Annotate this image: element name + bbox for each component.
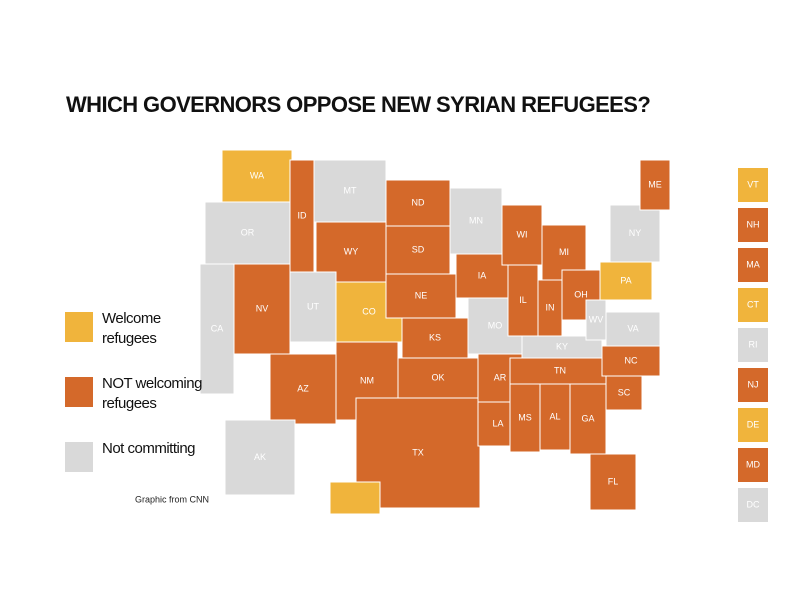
state-label: AR xyxy=(494,372,507,382)
legend-label: Not committing xyxy=(102,440,195,457)
legend-label: NOT welcoming xyxy=(102,375,202,392)
state-label: OK xyxy=(431,372,444,382)
state-label: TX xyxy=(412,447,424,457)
state-label: AL xyxy=(549,411,560,421)
state xyxy=(224,419,296,496)
legend-swatch xyxy=(65,377,93,407)
side-state-box xyxy=(738,288,768,322)
legend-swatch xyxy=(65,442,93,472)
state-label: IL xyxy=(519,295,527,305)
state-label: MI xyxy=(559,247,569,257)
side-state-box xyxy=(738,208,768,242)
side-state-box xyxy=(738,408,768,442)
state-label: IA xyxy=(478,270,487,280)
side-state-label: CT xyxy=(747,299,759,309)
credit: Graphic from CNN xyxy=(135,494,209,504)
state-label: NC xyxy=(625,355,638,365)
state-label: KS xyxy=(429,332,441,342)
state xyxy=(199,263,235,395)
side-state-label: MA xyxy=(746,259,760,269)
state xyxy=(609,204,661,263)
state-label: GA xyxy=(581,413,594,423)
state-label: KY xyxy=(556,341,568,351)
side-state-box xyxy=(738,488,768,522)
state xyxy=(233,263,291,355)
state xyxy=(509,383,541,453)
state-label: UT xyxy=(307,301,319,311)
state xyxy=(385,179,451,227)
side-state-box xyxy=(738,248,768,282)
side-state-box xyxy=(738,448,768,482)
legend-label: refugees xyxy=(102,330,156,347)
state xyxy=(289,271,337,343)
state-label: ND xyxy=(412,197,425,207)
state-label: AK xyxy=(254,452,266,462)
state xyxy=(385,273,457,319)
side-state-box xyxy=(738,328,768,362)
state-label: LA xyxy=(492,418,503,428)
state-label: FL xyxy=(608,476,619,486)
state xyxy=(601,345,661,377)
state-label: NM xyxy=(360,375,374,385)
state xyxy=(397,357,479,399)
state-label: MN xyxy=(469,215,483,225)
state-label: WA xyxy=(250,170,264,180)
state-label: NV xyxy=(256,303,269,313)
state-label: AZ xyxy=(297,383,309,393)
state xyxy=(269,353,337,425)
state-label: IN xyxy=(546,302,555,312)
state-label: NE xyxy=(415,290,428,300)
state xyxy=(221,149,293,203)
side-state-label: NH xyxy=(747,219,760,229)
state xyxy=(589,453,637,511)
side-state-label: DE xyxy=(747,419,760,429)
state-label: NY xyxy=(629,228,642,238)
state-label: MO xyxy=(488,320,503,330)
state-label: WY xyxy=(344,246,359,256)
state xyxy=(569,383,607,455)
state-label: ME xyxy=(648,179,662,189)
state xyxy=(313,159,387,223)
title: WHICH GOVERNORS OPPOSE NEW SYRIAN REFUGE… xyxy=(66,92,650,117)
state xyxy=(639,159,671,211)
state-label: WV xyxy=(589,314,604,324)
state-label: MS xyxy=(518,412,532,422)
state-label: PA xyxy=(620,275,631,285)
side-state-label: DC xyxy=(747,499,760,509)
side-state-label: NJ xyxy=(748,379,759,389)
state-label: CA xyxy=(211,323,224,333)
state xyxy=(455,253,509,299)
state-label: MT xyxy=(344,185,357,195)
state xyxy=(605,311,661,347)
state-label: OH xyxy=(574,289,588,299)
state-label: TN xyxy=(554,365,566,375)
side-state-label: RI xyxy=(749,339,758,349)
state-label: SD xyxy=(412,244,425,254)
state-label: VA xyxy=(627,323,638,333)
state-label: ID xyxy=(298,210,308,220)
state xyxy=(605,375,643,411)
side-state-box xyxy=(738,368,768,402)
side-state-label: VT xyxy=(747,179,759,189)
side-state-label: MD xyxy=(746,459,760,469)
legend-swatch xyxy=(65,312,93,342)
state xyxy=(329,481,381,515)
state-label: SC xyxy=(618,387,631,397)
state xyxy=(204,201,291,265)
legend-label: refugees xyxy=(102,395,156,412)
state-label: WI xyxy=(517,229,528,239)
state-label: CO xyxy=(362,306,376,316)
legend-label: Welcome xyxy=(102,310,161,327)
state xyxy=(539,383,571,451)
side-state-box xyxy=(738,168,768,202)
state xyxy=(501,204,543,266)
state-label: OR xyxy=(241,227,255,237)
state xyxy=(449,187,503,255)
state xyxy=(585,299,607,341)
